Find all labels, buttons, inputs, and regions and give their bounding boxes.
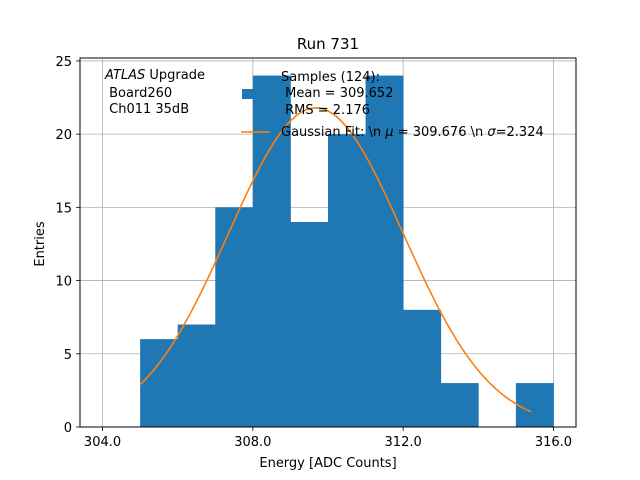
x-tick-label: 304.0 (84, 435, 121, 450)
fit-layer (139, 106, 532, 413)
legend-fit-prefix: Gaussian Fit: \n (281, 125, 385, 140)
annotation-line-1: ATLAS Upgrade (104, 68, 205, 83)
y-tick-label: 10 (55, 275, 72, 290)
legend-fit-label: Gaussian Fit: \n μ = 309.676 \n σ=2.324 (281, 125, 544, 140)
histogram-bar (365, 75, 404, 428)
histogram-bars (140, 75, 554, 428)
y-tick-label: 15 (55, 201, 72, 216)
annotation-atlas: ATLAS (104, 68, 145, 83)
legend-fit-mu: μ (384, 125, 393, 140)
atlas-annotation: ATLAS Upgrade Board260 Ch011 35dB (104, 68, 205, 117)
histogram-bar (440, 383, 479, 427)
histogram-bar (403, 309, 442, 427)
annotation-channel: Ch011 35dB (105, 102, 189, 117)
legend-fit-sigma: σ (487, 125, 496, 140)
x-tick-label: 312.0 (385, 435, 422, 450)
y-tick-label: 5 (64, 348, 72, 363)
histogram-bar (328, 134, 366, 427)
histogram-bar (515, 383, 554, 427)
legend-samples-line-3: RMS = 2.176 (281, 103, 370, 118)
gaussian-fit-curve (139, 106, 532, 413)
x-axis-label: Energy [ADC Counts] (259, 456, 396, 471)
histogram-bar (177, 324, 216, 427)
x-tick-label: 316.0 (535, 435, 572, 450)
annotation-board: Board260 (105, 86, 172, 101)
axis-ticks: 304.0 308.0 312.0 316.0 0 5 10 15 20 25 (55, 55, 572, 450)
annotation-upgrade: Upgrade (145, 68, 205, 83)
plot-frame (79, 57, 577, 428)
y-tick-label: 0 (64, 421, 72, 436)
legend-samples-line-1: Samples (124): (281, 70, 380, 85)
histogram-bar (140, 339, 179, 427)
chart-title: Run 731 (297, 35, 359, 53)
y-tick-label: 25 (55, 55, 72, 70)
y-axis-label: Entries (33, 221, 48, 267)
legend-samples-line-2: Mean = 309.652 (281, 86, 393, 101)
histogram-bar (290, 222, 329, 427)
y-tick-label: 20 (55, 128, 72, 143)
x-tick-label: 308.0 (234, 435, 271, 450)
legend: Samples (124): Mean = 309.652 RMS = 2.17… (241, 70, 544, 140)
legend-fit-suffix: =2.324 (496, 125, 544, 140)
legend-fit-mid: = 309.676 \n (394, 125, 488, 140)
histogram-bar (215, 207, 254, 427)
histogram-bar (252, 75, 291, 428)
legend-samples-patch (242, 89, 270, 99)
